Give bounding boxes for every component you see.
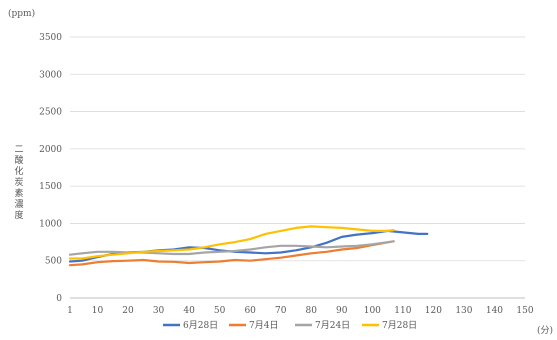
x-tick-label: 90 xyxy=(336,306,348,316)
y-axis-title-char: 二 xyxy=(14,145,23,155)
y-unit-label: (ppm) xyxy=(8,8,35,19)
y-tick-label: 2500 xyxy=(39,108,62,118)
x-tick-label: 70 xyxy=(275,306,287,316)
series-lines xyxy=(68,225,429,267)
x-tick-label: 10 xyxy=(92,306,104,316)
x-tick-label: 120 xyxy=(425,306,442,316)
x-tick-label: 40 xyxy=(183,306,195,316)
series-line-1 xyxy=(68,240,395,267)
x-tick-label: 60 xyxy=(244,306,256,316)
y-tick-label: 1500 xyxy=(39,182,62,192)
y-axis-title-char: 度 xyxy=(14,209,23,221)
legend-entry-1: 7月4日 xyxy=(249,320,278,331)
series-line-3 xyxy=(68,225,395,260)
x-tick-label: 150 xyxy=(516,306,533,316)
y-axis-title-char: 濃 xyxy=(14,198,23,210)
gridlines xyxy=(70,36,525,262)
x-tick-label: 1 xyxy=(67,306,73,316)
x-tick-label: 80 xyxy=(306,306,318,316)
y-tick-label: 3500 xyxy=(39,33,62,43)
y-axis-title-char: 素 xyxy=(14,187,23,199)
x-tick-label: 140 xyxy=(486,306,503,316)
y-tick-label: 3000 xyxy=(39,70,62,80)
y-axis-title-char: 炭 xyxy=(14,177,23,188)
x-tick-label: 20 xyxy=(122,306,134,316)
legend-entry-2: 7月24日 xyxy=(315,320,350,331)
legend: 6月28日 7月4日 7月24日 7月28日 xyxy=(163,320,417,331)
y-tick-label: 0 xyxy=(56,294,62,304)
x-tick-label: 50 xyxy=(214,306,226,316)
x-tick-label: 130 xyxy=(455,306,472,316)
y-axis-title-char: 酸 xyxy=(14,155,23,166)
legend-entry-3: 7月28日 xyxy=(382,320,417,331)
y-tick-label: 2000 xyxy=(39,145,62,155)
x-unit-label: (分) xyxy=(537,325,553,336)
x-tick-label: 100 xyxy=(364,306,381,316)
legend-entry-0: 6月28日 xyxy=(183,320,218,331)
x-tick-labels: 1 10 20 30 40 50 60 70 80 90 100 110 120 130 140 150 xyxy=(67,306,534,316)
series-line-2 xyxy=(68,240,395,256)
series-line-0 xyxy=(68,229,429,263)
x-tick-label: 30 xyxy=(153,306,165,316)
y-axis-title-char: 化 xyxy=(14,165,23,177)
y-tick-label: 1000 xyxy=(39,219,62,229)
x-tick-label: 110 xyxy=(394,306,411,316)
y-tick-label: 500 xyxy=(45,257,62,267)
y-tick-labels: 0 500 1000 1500 2000 2500 3000 3500 xyxy=(39,33,62,304)
